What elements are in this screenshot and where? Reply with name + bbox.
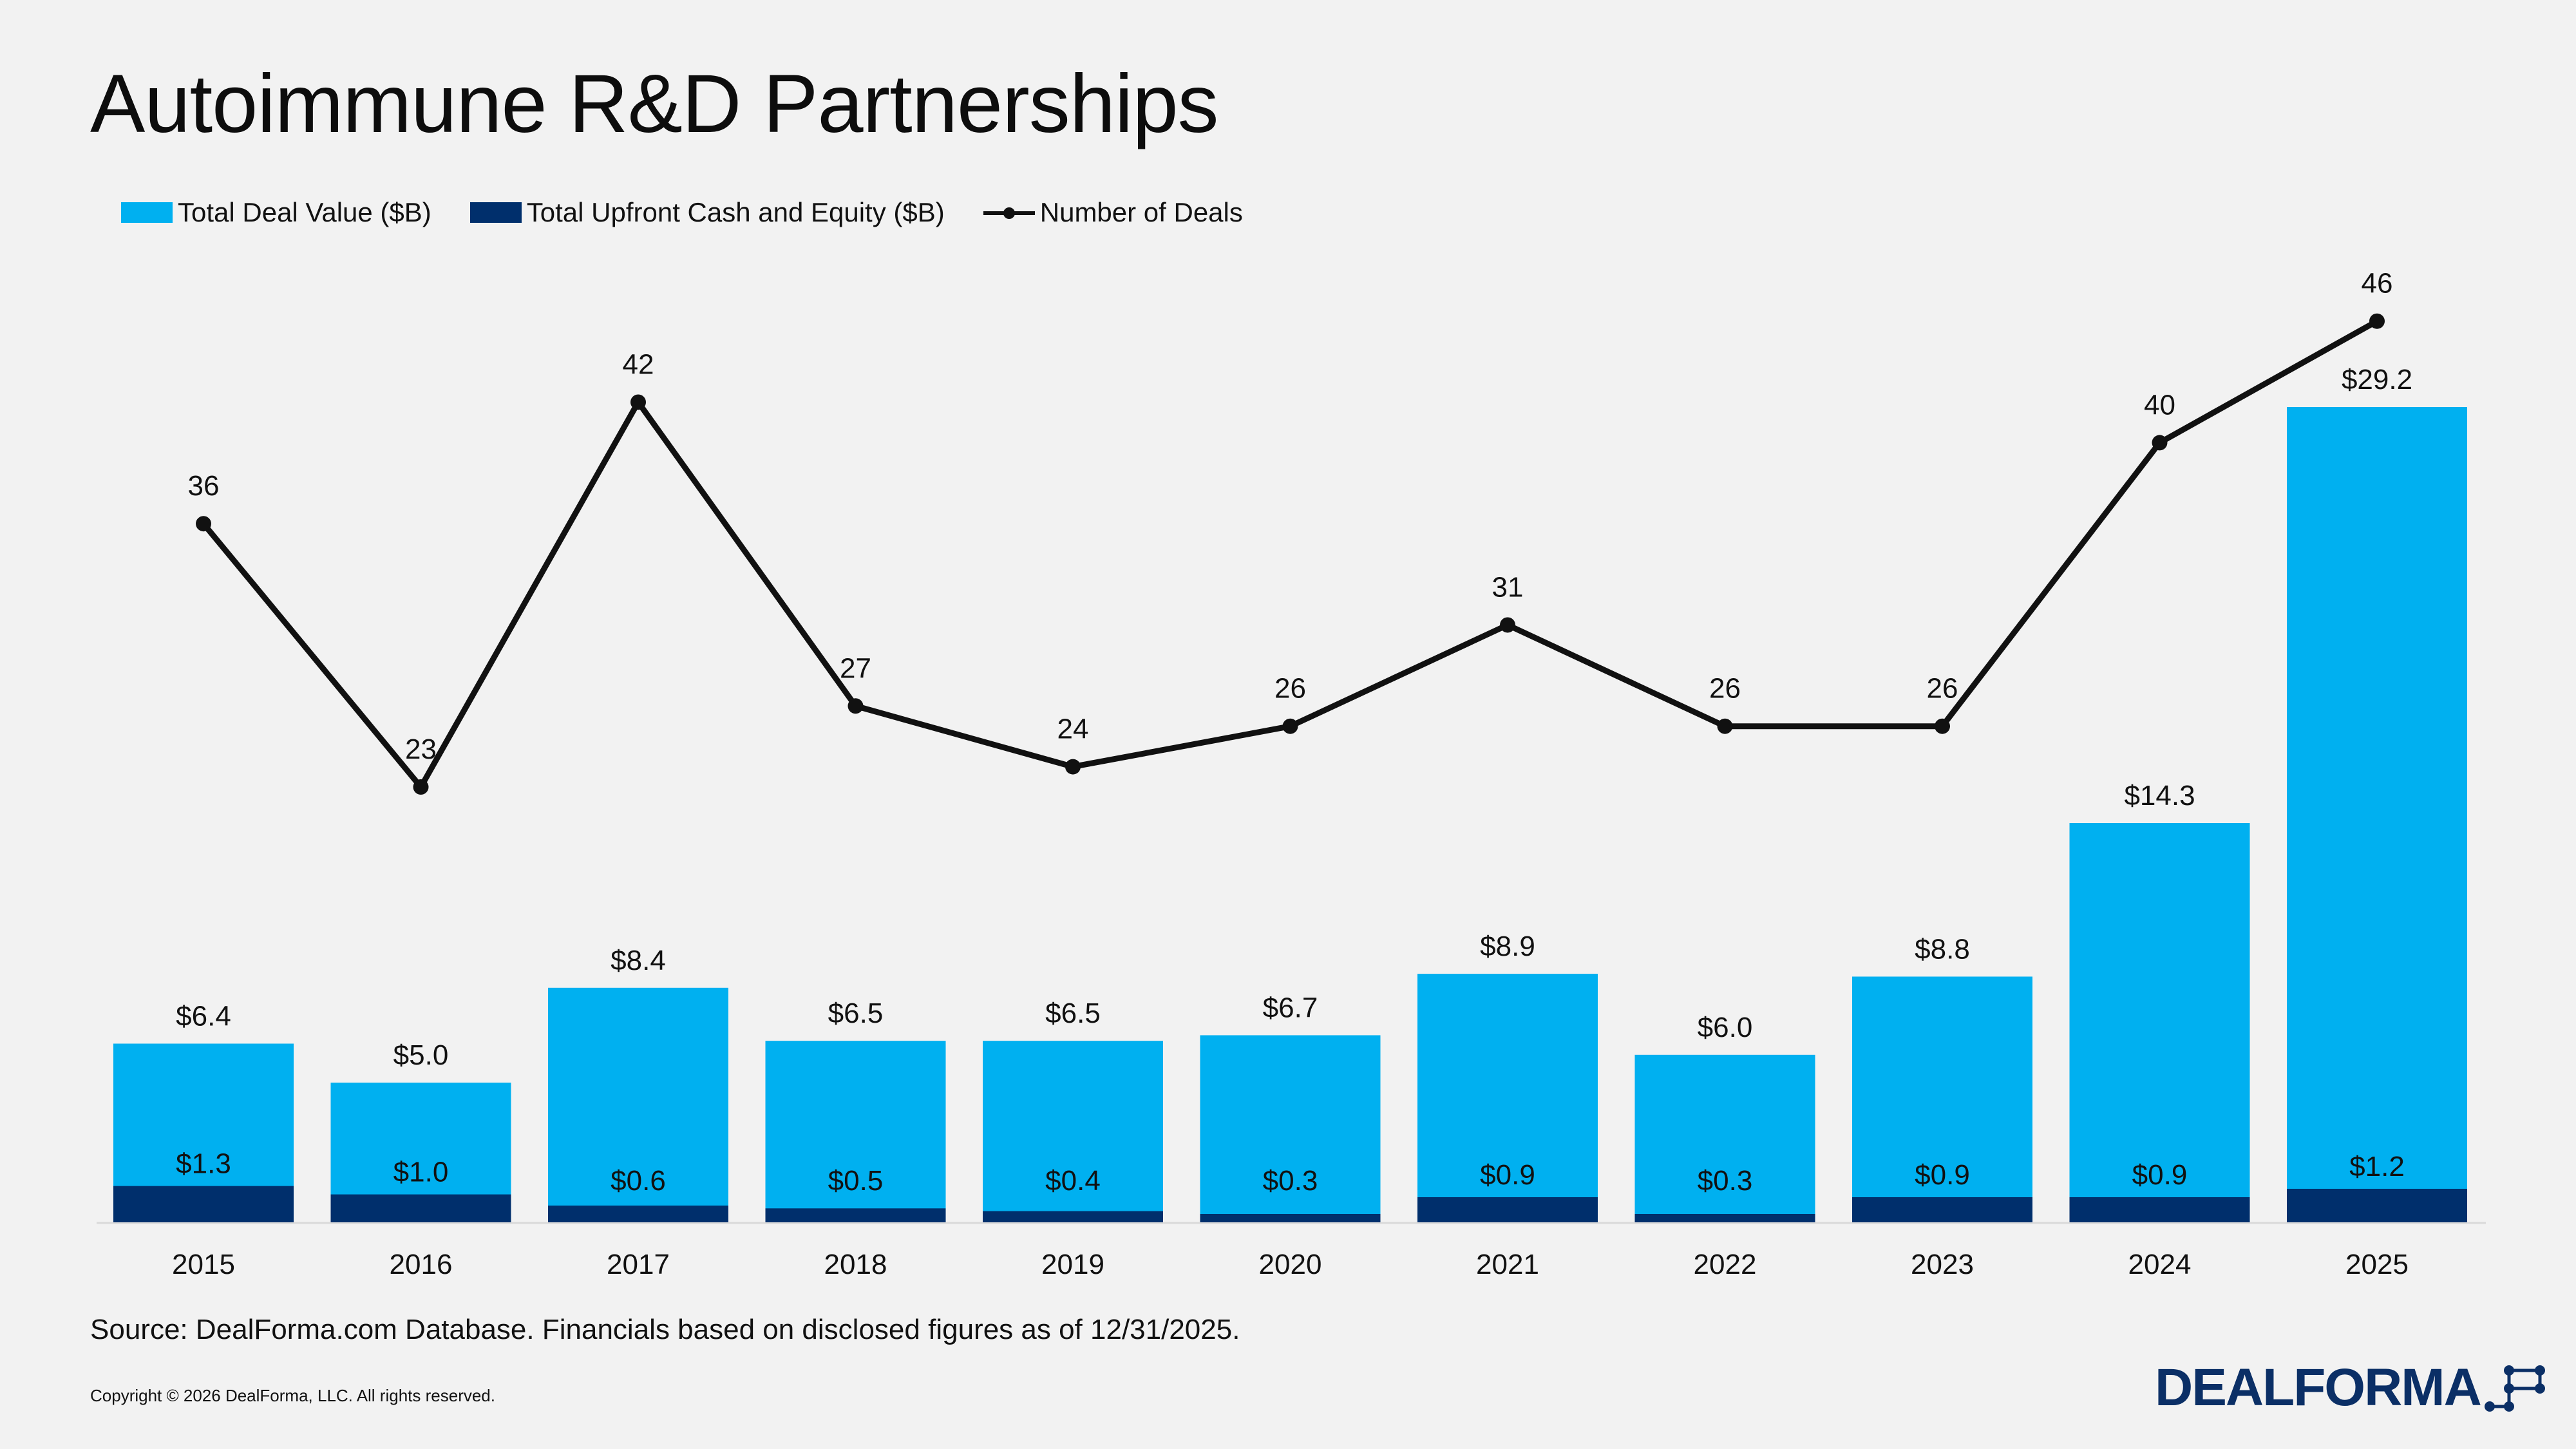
- data-label-upfront: $1.3: [176, 1148, 231, 1180]
- x-tick-label: 2022: [1694, 1249, 1757, 1280]
- data-label-upfront: $1.2: [2349, 1151, 2405, 1182]
- deals-point: [630, 394, 646, 410]
- deals-point: [2369, 313, 2385, 329]
- bar-upfront: [330, 1194, 511, 1222]
- data-label-deals: 24: [1057, 714, 1089, 745]
- copyright-note: Copyright © 2026 DealForma, LLC. All rig…: [90, 1386, 495, 1405]
- data-label-deals: 36: [188, 470, 220, 502]
- chart-legend: Total Deal Value ($B) Total Upfront Cash…: [121, 197, 1282, 228]
- data-label-deals: 42: [623, 349, 654, 381]
- deals-point: [1282, 718, 1298, 734]
- deals-point: [196, 516, 211, 532]
- x-tick-label: 2020: [1259, 1249, 1322, 1280]
- data-label-upfront: $0.5: [828, 1165, 884, 1197]
- deals-point: [848, 698, 864, 714]
- legend-swatch-total-value: [121, 202, 173, 223]
- legend-swatch-deals: [983, 202, 1035, 223]
- legend-item-total-value: Total Deal Value ($B): [121, 197, 431, 228]
- x-tick-label: 2021: [1476, 1249, 1539, 1280]
- data-label-total-value: $6.4: [176, 1001, 231, 1032]
- deals-point: [2152, 435, 2168, 451]
- x-tick-label: 2017: [607, 1249, 670, 1280]
- bar-total-value: [1634, 1054, 1815, 1222]
- bar-total-value: [765, 1041, 946, 1222]
- x-tick-label: 2025: [2345, 1249, 2409, 1280]
- data-label-deals: 26: [1274, 673, 1306, 705]
- source-note: Source: DealForma.com Database. Financia…: [90, 1314, 1240, 1345]
- x-tick-label: 2018: [824, 1249, 887, 1280]
- data-label-upfront: $0.9: [2132, 1159, 2188, 1191]
- page-title: Autoimmune R&D Partnerships: [90, 58, 1218, 150]
- bar-upfront: [1417, 1197, 1598, 1222]
- network-dots-icon: [2484, 1365, 2545, 1412]
- legend-label-upfront: Total Upfront Cash and Equity ($B): [526, 197, 945, 227]
- data-label-upfront: $0.3: [1263, 1165, 1318, 1197]
- bar-upfront: [1200, 1213, 1381, 1222]
- bar-total-value: [548, 987, 728, 1222]
- bar-total-value: [1417, 974, 1598, 1222]
- x-tick-label: 2024: [2128, 1249, 2192, 1280]
- data-label-deals: 40: [2144, 389, 2175, 421]
- legend-label-deals: Number of Deals: [1039, 197, 1243, 227]
- data-label-deals: 26: [1709, 673, 1741, 705]
- data-label-total-value: $6.5: [1045, 998, 1101, 1029]
- bar-upfront: [2069, 1197, 2250, 1222]
- x-tick-label: 2023: [1911, 1249, 1974, 1280]
- bar-upfront: [1634, 1213, 1815, 1222]
- data-label-total-value: $8.9: [1480, 931, 1535, 962]
- data-label-upfront: $0.6: [611, 1165, 666, 1197]
- legend-label-total-value: Total Deal Value ($B): [178, 197, 431, 227]
- data-label-total-value: $14.3: [2124, 780, 2195, 811]
- bar-total-value: [1852, 976, 2032, 1222]
- deals-point: [1935, 718, 1950, 734]
- bar-upfront: [548, 1205, 728, 1222]
- bar-upfront: [1852, 1197, 2032, 1222]
- data-label-upfront: $1.0: [393, 1157, 449, 1188]
- data-label-deals: 26: [1927, 673, 1958, 705]
- bar-total-value: [1200, 1035, 1381, 1222]
- deals-point: [1065, 759, 1081, 775]
- data-label-upfront: $0.9: [1480, 1159, 1535, 1191]
- bar-upfront: [2287, 1188, 2467, 1222]
- legend-swatch-upfront: [469, 202, 522, 223]
- data-label-total-value: $8.8: [1915, 933, 1970, 965]
- deals-point: [1500, 617, 1515, 633]
- data-label-total-value: $6.0: [1698, 1012, 1753, 1043]
- data-label-total-value: $5.0: [393, 1039, 449, 1071]
- deals-point: [413, 779, 429, 795]
- deals-line: [201, 318, 2379, 790]
- data-label-deals: 27: [840, 652, 871, 684]
- x-tick-label: 2015: [172, 1249, 235, 1280]
- bar-total-value: [2069, 823, 2250, 1222]
- data-label-upfront: $0.3: [1698, 1165, 1753, 1197]
- data-label-upfront: $0.9: [1915, 1159, 1970, 1191]
- dealforma-logo: DEALFORMA: [2155, 1358, 2552, 1418]
- data-label-total-value: $8.4: [611, 945, 666, 976]
- data-label-deals: 46: [2362, 268, 2393, 299]
- bar-total-value: [983, 1041, 1163, 1222]
- data-label-total-value: $6.5: [828, 998, 884, 1029]
- data-label-upfront: $0.4: [1045, 1165, 1101, 1197]
- bar-total-value: [2287, 407, 2467, 1222]
- x-tick-label: 2019: [1041, 1249, 1104, 1280]
- legend-item-upfront: Total Upfront Cash and Equity ($B): [469, 197, 945, 228]
- data-label-total-value: $6.7: [1263, 992, 1318, 1024]
- data-label-deals: 31: [1492, 571, 1524, 603]
- legend-item-deals: Number of Deals: [983, 197, 1243, 228]
- data-label-deals: 23: [405, 734, 437, 765]
- bar-upfront: [113, 1186, 294, 1222]
- data-label-total-value: $29.2: [2342, 364, 2412, 395]
- deals-point: [1717, 718, 1733, 734]
- bar-upfront: [983, 1211, 1163, 1222]
- bar-upfront: [765, 1208, 946, 1222]
- x-tick-label: 2016: [390, 1249, 453, 1280]
- logo-text: DEALFORMA: [2155, 1358, 2482, 1417]
